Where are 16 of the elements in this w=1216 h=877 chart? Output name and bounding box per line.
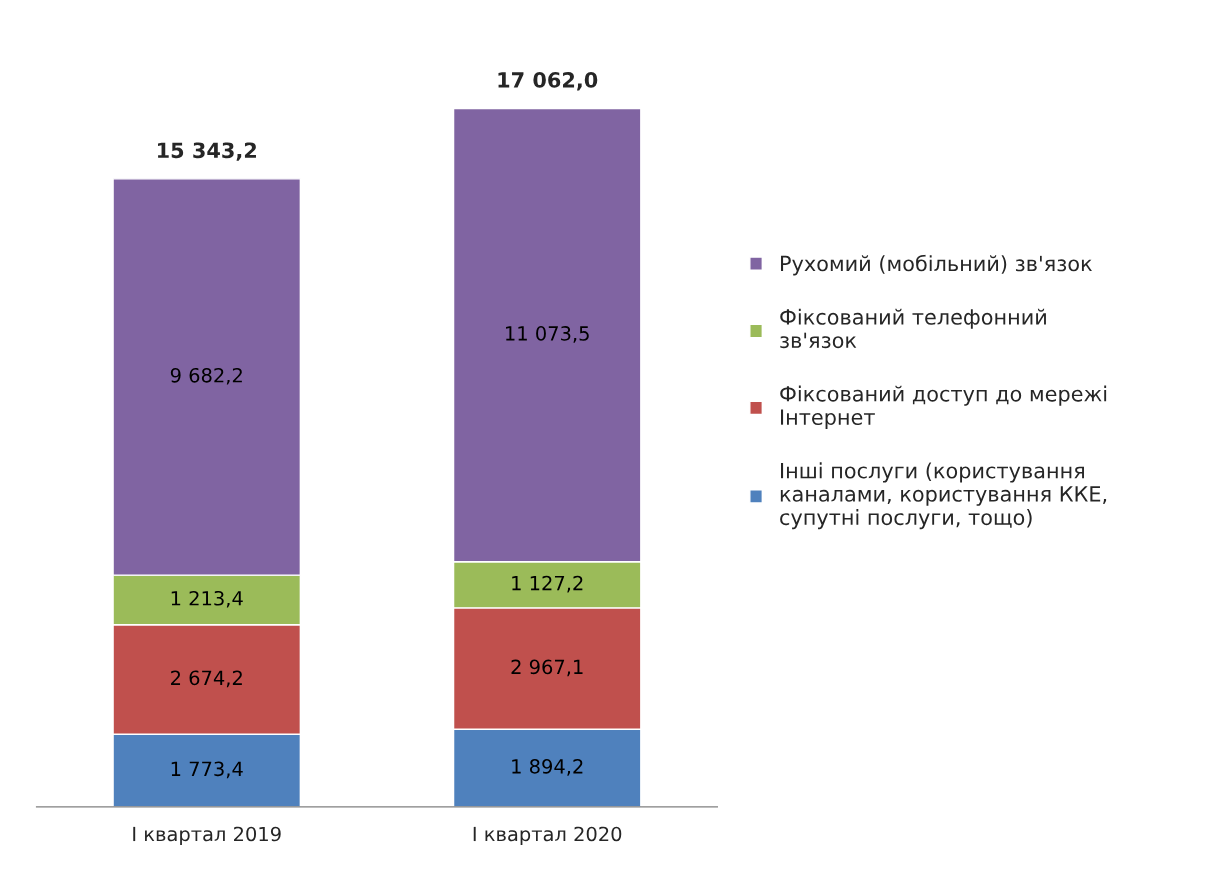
legend-label: Фіксований доступ до мережі Інтернет	[780, 385, 1107, 430]
total-label: 15 343,2	[158, 142, 256, 161]
data-label: 11 073,5	[506, 326, 589, 343]
legend-label: Фіксований телефонний зв'язок	[780, 308, 1046, 349]
legend-label: Інші послуги (користування каналами, користування ККЕ, супутні послуги, тощо)	[780, 462, 1107, 530]
total-label: 17 062,0	[498, 72, 598, 91]
data-label: 9 682,2	[170, 367, 242, 385]
data-label: 2 674,2	[171, 670, 242, 688]
x-tick-label: І квартал 2019	[133, 826, 281, 846]
data-label: 1 127,2	[512, 575, 583, 593]
legend-label: Рухомий (мобільний) зв'язок	[781, 254, 1092, 276]
data-label: 1 894,2	[512, 759, 583, 776]
data-label: 1 213,4	[171, 590, 243, 608]
data-label: 1 773,4	[171, 761, 243, 779]
x-tick-label: І квартал 2020	[473, 826, 622, 846]
data-label: 2 967,1	[511, 659, 583, 677]
